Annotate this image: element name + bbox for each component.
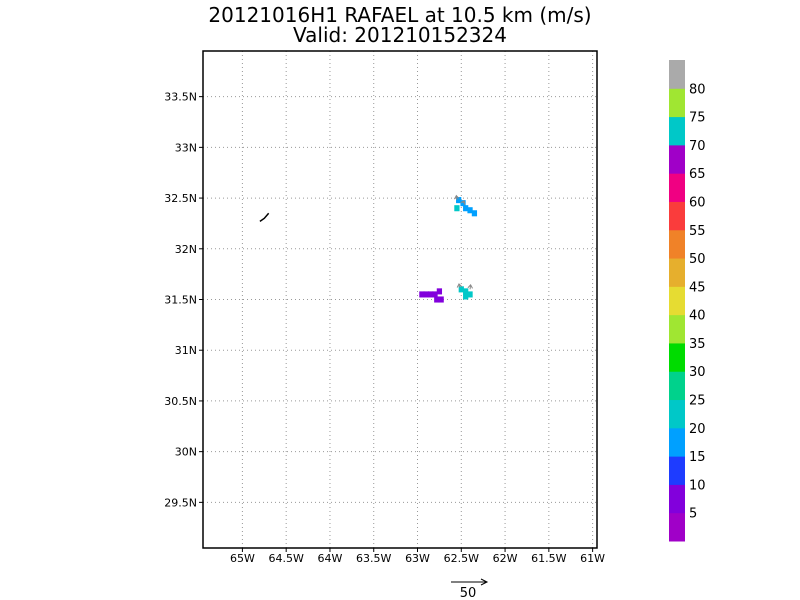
colorbar-swatch <box>669 229 685 259</box>
colorbar-label: 65 <box>689 167 706 182</box>
wind-speed-cell <box>428 291 434 298</box>
wind-speed-cell <box>460 200 466 207</box>
wind-speed-cell <box>467 291 473 298</box>
wind-speed-cell <box>419 291 425 298</box>
colorbar-label: 50 <box>689 252 706 267</box>
wind-speed-cell <box>438 296 444 303</box>
x-tick-label: 61W <box>580 552 605 565</box>
colorbar-swatch <box>669 314 685 344</box>
y-tick-label: 32.5N <box>164 192 197 205</box>
latitude-ticks: 29.5N 30N 30.5N 31N 31.5N 32N 32.5N 33N 33.5N <box>164 91 203 509</box>
wind-speed-cell <box>463 293 469 300</box>
wind-vector-head <box>467 284 473 289</box>
colorbar-swatch <box>669 116 685 146</box>
colorbar-swatch <box>669 88 685 118</box>
colorbar-label: 30 <box>689 365 706 380</box>
x-tick-label: 64W <box>318 552 343 565</box>
wind-speed-cell <box>423 291 429 298</box>
x-tick-label: 63.5W <box>356 552 391 565</box>
wind-speed-cell <box>463 205 469 212</box>
colorbar-label: 20 <box>689 422 706 437</box>
longitude-ticks: 65W 64.5W 64W 63.5W 63W 62.5W 62W 61.5W 61W <box>230 548 605 565</box>
wind-speed-cell <box>434 296 440 303</box>
y-tick-label: 33.5N <box>164 91 197 104</box>
colorbar-swatch <box>669 512 685 542</box>
colorbar-swatch <box>669 286 685 316</box>
chart-valid-time: Valid: 201210152324 <box>293 23 507 47</box>
colorbar-label: 45 <box>689 280 706 295</box>
x-tick-label: 65W <box>230 552 255 565</box>
colorbar-swatch <box>669 201 685 231</box>
colorbar-swatch <box>669 371 685 401</box>
colorbar-label: 25 <box>689 394 706 409</box>
colorbar-label: 40 <box>689 309 706 324</box>
y-tick-label: 33N <box>175 141 197 154</box>
colorbar-swatch <box>669 60 685 89</box>
colorbar-label: 5 <box>689 507 697 522</box>
wind-speed-cell <box>432 291 438 298</box>
x-tick-label: 61.5W <box>531 552 566 565</box>
y-tick-label: 30.5N <box>164 395 197 408</box>
x-tick-label: 63W <box>405 552 430 565</box>
wind-vector-head <box>453 194 460 200</box>
colorbar-label: 15 <box>689 450 706 465</box>
colorbar-swatch <box>669 173 685 202</box>
colorbar-swatch <box>669 456 685 485</box>
colorbar-label: 70 <box>689 139 706 154</box>
x-tick-label: 64.5W <box>268 552 303 565</box>
colorbar-label: 55 <box>689 224 706 239</box>
wind-vectors <box>453 194 473 290</box>
colorbar-label: 10 <box>689 478 706 493</box>
y-tick-label: 31.5N <box>164 294 197 307</box>
wind-speed-cell <box>454 205 460 212</box>
wind-speed-cell <box>436 288 443 295</box>
reference-arrow-head <box>480 578 489 586</box>
coastline <box>259 212 270 223</box>
wind-speed-cell <box>456 197 462 204</box>
colorbar-swatch <box>669 399 685 429</box>
wind-speed-cell <box>463 288 469 295</box>
wind-speed-cell <box>458 286 464 293</box>
colorbar: 5 10 15 20 25 30 35 40 45 50 55 60 65 70 75 80 <box>669 60 706 542</box>
wind-speed-cell <box>467 207 473 214</box>
x-tick-label: 62W <box>493 552 518 565</box>
colorbar-label: 80 <box>689 82 706 97</box>
reference-vector-label: 50 <box>460 586 477 600</box>
colorbar-swatch <box>669 427 685 457</box>
wind-vector-head <box>456 283 463 288</box>
x-tick-label: 62.5W <box>444 552 479 565</box>
island-outline <box>259 212 270 223</box>
colorbar-label: 35 <box>689 337 706 352</box>
reference-vector: 50 <box>451 578 489 600</box>
wind-speed-cells <box>419 197 478 303</box>
colorbar-label: 60 <box>689 195 706 210</box>
y-tick-label: 31N <box>175 344 197 357</box>
wind-vector-head <box>460 200 466 205</box>
wind-speed-cell <box>471 210 478 217</box>
y-tick-label: 29.5N <box>164 496 197 509</box>
colorbar-swatch <box>669 484 685 514</box>
colorbar-label: 75 <box>689 111 706 126</box>
grid-lines <box>203 51 597 548</box>
colorbar-swatch <box>669 342 685 372</box>
y-tick-label: 32N <box>175 243 197 256</box>
chart-title: 20121016H1 RAFAEL at 10.5 km (m/s) <box>208 3 592 27</box>
colorbar-swatch <box>669 258 685 287</box>
colorbar-swatch <box>669 144 685 174</box>
y-tick-label: 30N <box>175 446 197 459</box>
